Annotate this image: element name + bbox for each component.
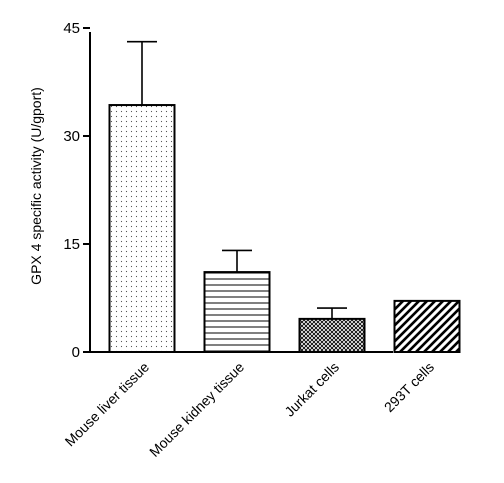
bar: [203, 271, 271, 353]
bar: [298, 317, 366, 354]
x-category-label: 293T cells: [381, 359, 437, 415]
bar: [393, 299, 461, 354]
x-category-label: Mouse liver tissue: [62, 359, 153, 450]
y-tick-label: 30: [63, 128, 80, 145]
x-category-label: Mouse kidney tissue: [146, 359, 247, 460]
bar: [108, 104, 176, 354]
y-axis-title: GPX 4 specific activity (U/gport): [28, 87, 44, 285]
y-tick-label: 0: [72, 344, 80, 361]
x-category-label: Jurkat cells: [281, 359, 342, 420]
y-tick-label: 15: [63, 236, 80, 253]
y-tick-label: 45: [63, 20, 80, 37]
